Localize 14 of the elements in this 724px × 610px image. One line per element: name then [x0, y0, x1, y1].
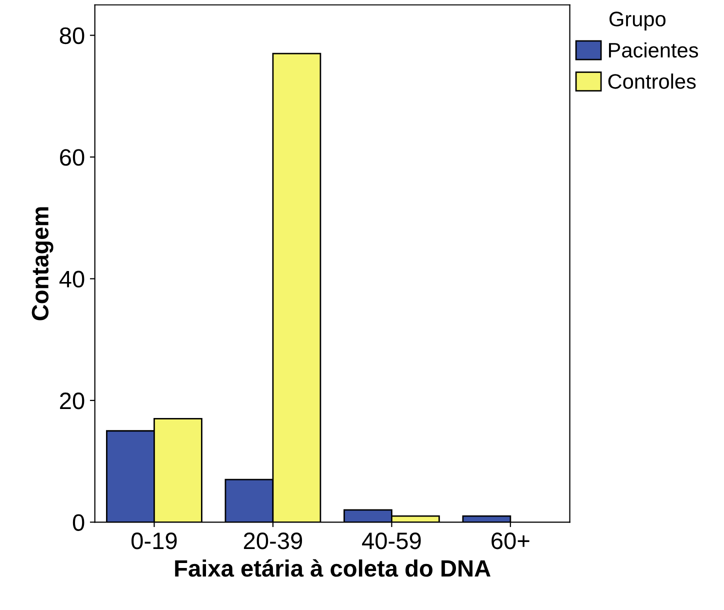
- legend-label: Pacientes: [608, 42, 698, 58]
- x-tick-label: 0-19: [132, 532, 177, 550]
- x-tick-label: 20-39: [244, 532, 302, 550]
- y-axis-title: Contagem: [32, 207, 54, 320]
- y-tick-label: 20: [60, 392, 84, 410]
- x-tick-label: 60+: [492, 532, 530, 550]
- y-tick-label: 60: [60, 149, 84, 166]
- y-tick-label: 0: [72, 514, 84, 531]
- x-axis-title: Faixa etária à coleta do DNA: [175, 559, 490, 577]
- legend-title: Grupo: [610, 12, 666, 31]
- legend-label: Controles: [608, 74, 696, 89]
- y-tick-label: 80: [60, 27, 84, 44]
- y-tick-label: 40: [59, 270, 84, 288]
- x-tick-label: 40-59: [362, 532, 421, 550]
